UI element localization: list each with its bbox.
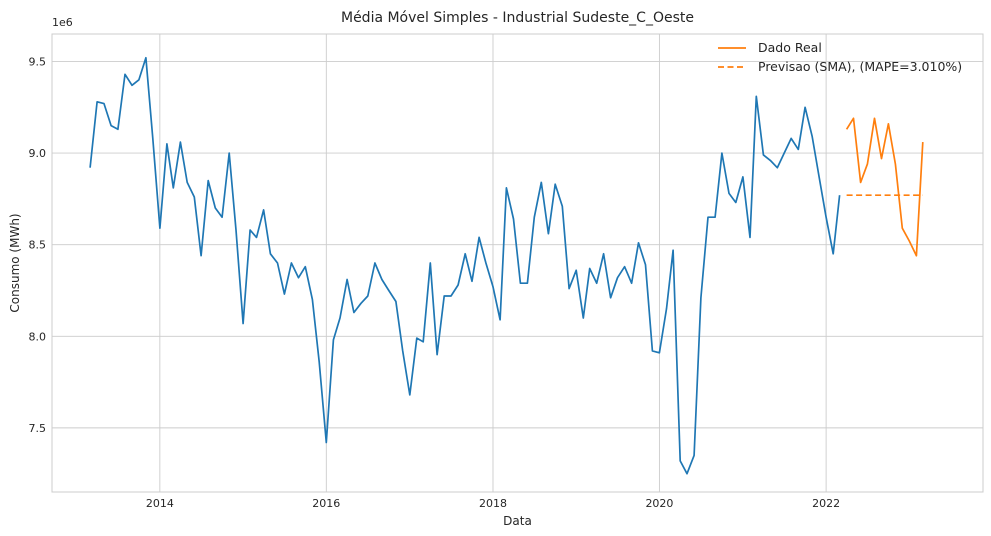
y-tick-label: 9.0 (29, 147, 47, 160)
y-axis-offset-label: 1e6 (52, 16, 73, 29)
y-tick-label: 9.5 (29, 55, 47, 68)
grid (52, 34, 983, 492)
series-line-1 (845, 117, 924, 257)
series-line-0 (89, 56, 841, 475)
x-tick-label: 2018 (479, 497, 507, 510)
tick-labels: 2014 2016 2018 2020 2022 7.5 8.0 8.5 9.0 9.5 (29, 55, 841, 510)
plot-frame (51, 33, 984, 493)
x-tick-label: 2014 (146, 497, 174, 510)
x-tick-label: 2022 (812, 497, 840, 510)
legend: Dado Real Previsao (SMA), (MAPE=3.010%) (718, 40, 962, 74)
chart-title: Média Móvel Simples - Industrial Sudeste… (341, 10, 694, 26)
legend-label: Dado Real (758, 40, 822, 55)
y-tick-label: 8.0 (29, 330, 47, 343)
x-tick-label: 2020 (645, 497, 673, 510)
x-tick-label: 2016 (312, 497, 340, 510)
y-axis-label: Consumo (MWh) (8, 213, 22, 312)
y-tick-label: 7.5 (29, 422, 47, 435)
series-layer (89, 56, 924, 475)
legend-label: Previsao (SMA), (MAPE=3.010%) (758, 59, 962, 74)
x-axis-label: Data (503, 514, 532, 528)
y-tick-label: 8.5 (29, 239, 47, 252)
